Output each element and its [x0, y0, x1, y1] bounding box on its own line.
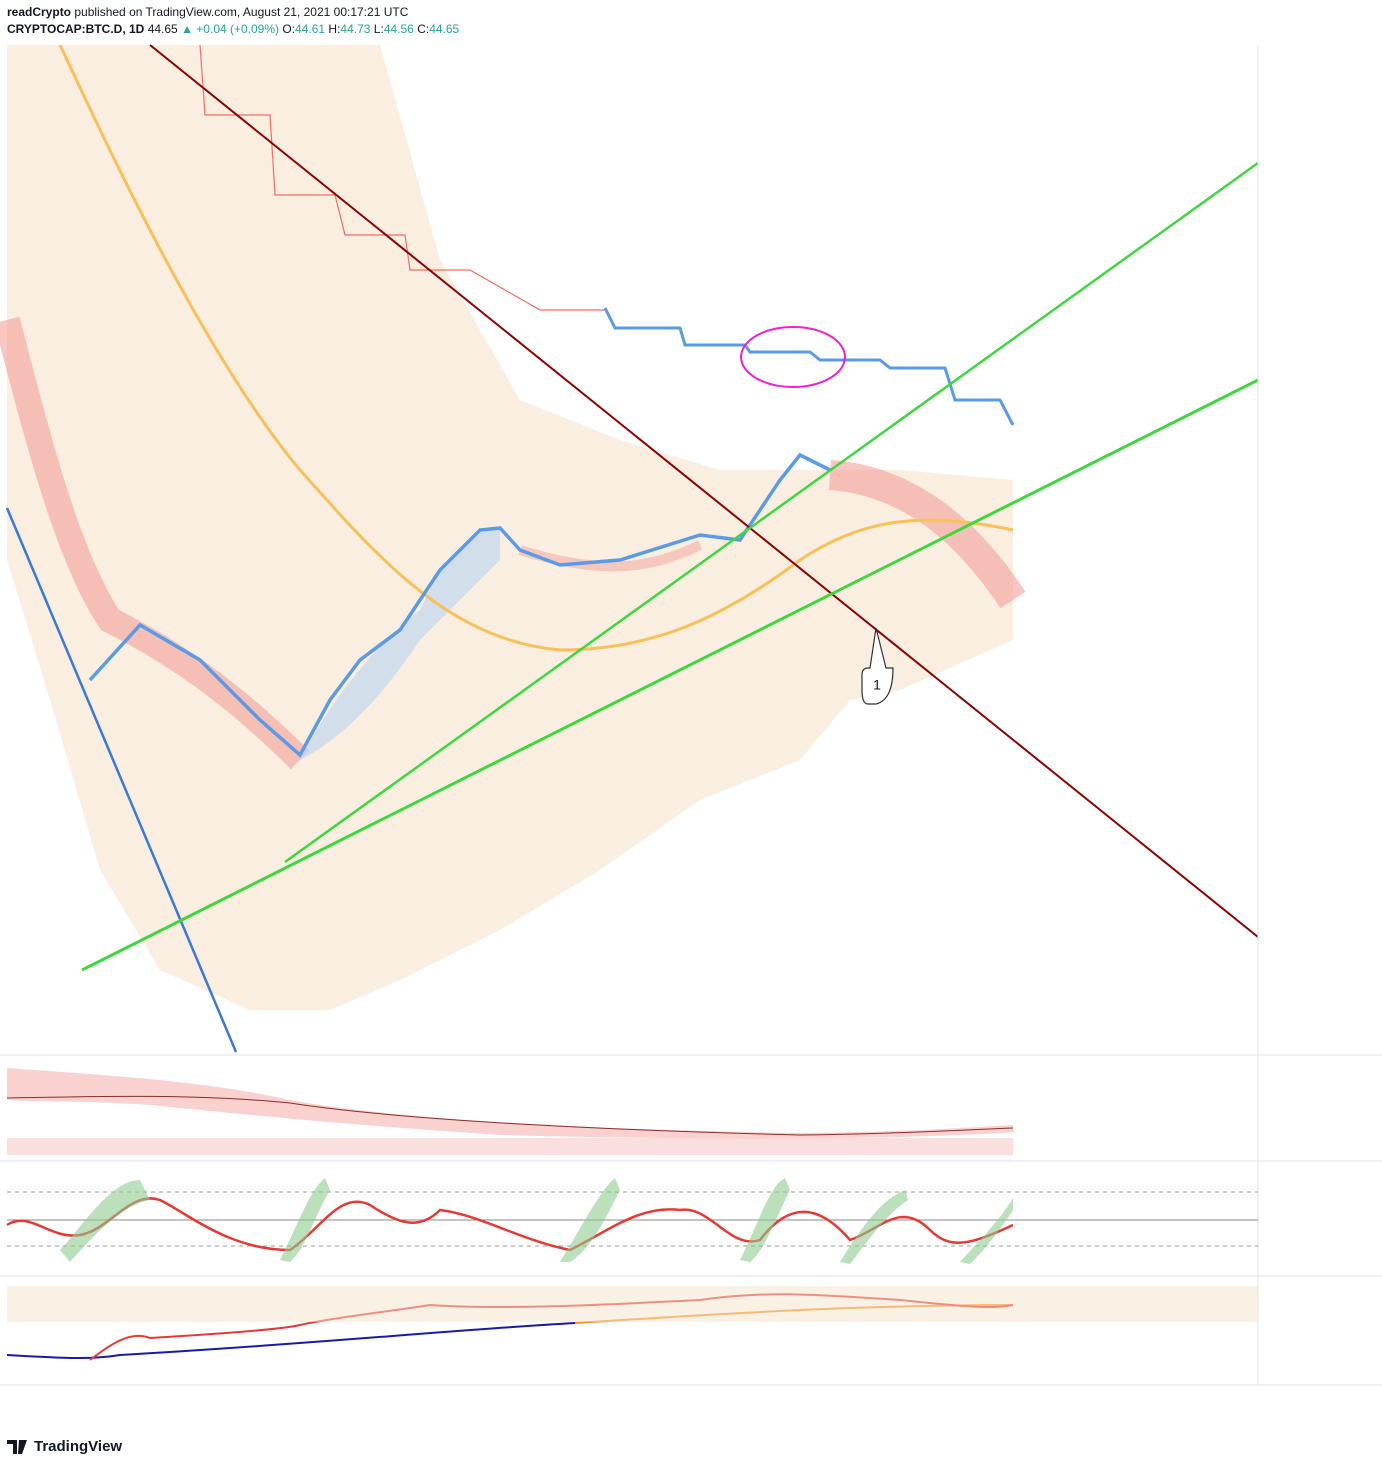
h-value: 44.73: [340, 22, 370, 36]
drawings: 1: [5, 44, 1259, 1053]
last-price: 44.65: [148, 22, 178, 36]
ribbon: [0, 316, 310, 770]
step-line: [603, 307, 1015, 426]
change: +0.04 (+0.09%): [196, 22, 279, 36]
lower-panes: [0, 45, 1382, 1386]
oscillator-fill: [60, 1178, 1013, 1264]
logo-icon: [7, 1440, 27, 1454]
c-value: 44.65: [429, 22, 459, 36]
header-line: readCrypto published on TradingView.com,…: [7, 5, 409, 19]
c-label: C:: [417, 22, 429, 36]
trendline: [81, 378, 1259, 972]
fill-area: [300, 528, 500, 760]
moving-average: [88, 452, 831, 758]
symbol-line: CRYPTOCAP:BTC.D, 1D 44.65 ▲ +0.04 (+0.09…: [7, 22, 460, 36]
trendline: [149, 44, 1259, 938]
ribbon: [518, 540, 703, 572]
arrow: ▲: [181, 22, 193, 36]
callout-label: 1: [873, 677, 881, 693]
ribbon: [828, 460, 1026, 609]
symbol: CRYPTOCAP:BTC.D, 1D: [7, 22, 145, 36]
callout-shape: [861, 627, 894, 705]
indicator-line: [6, 1322, 576, 1360]
moving-average: [58, 44, 1014, 652]
volume-ribbon: [7, 1068, 1013, 1139]
l-value: 44.56: [384, 22, 414, 36]
indicator-band: [7, 1286, 1258, 1322]
trendline: [5, 507, 238, 1053]
author: readCrypto: [7, 5, 71, 19]
cloud-band: [7, 45, 1013, 1010]
volume-bars: [7, 1138, 1013, 1155]
footer-logo: TradingView: [34, 1438, 122, 1455]
step-line: [199, 44, 605, 311]
volume-average: [6, 1095, 1014, 1136]
l-label: L:: [374, 22, 384, 36]
h-label: H:: [328, 22, 340, 36]
trendline: [284, 161, 1259, 864]
highlight-ellipse: [740, 326, 846, 388]
o-label: O:: [282, 22, 295, 36]
indicators: [0, 44, 1026, 1010]
published: published on TradingView.com, August 21,…: [74, 5, 408, 19]
oscillator-line: [6, 1197, 1014, 1252]
o-value: 44.61: [295, 22, 325, 36]
